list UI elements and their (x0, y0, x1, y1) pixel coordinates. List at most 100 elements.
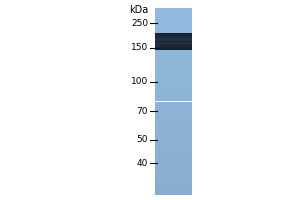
Bar (155, 120, 192, 122)
Bar (155, 21, 192, 23)
Bar (155, 39, 192, 40)
Bar (155, 83, 192, 85)
Bar (155, 133, 192, 135)
Bar (155, 35, 192, 36)
Bar (155, 15, 192, 17)
Bar (155, 116, 192, 118)
Bar (155, 115, 192, 116)
Bar (155, 34, 192, 35)
Bar (155, 145, 192, 146)
Bar (155, 44, 192, 45)
Bar (155, 131, 192, 133)
Bar (155, 184, 192, 186)
Bar (155, 92, 192, 94)
Bar (155, 126, 192, 128)
Bar (155, 23, 192, 25)
Bar (155, 41, 192, 42)
Bar (155, 48, 192, 49)
Bar (155, 102, 192, 103)
Bar (155, 96, 192, 98)
Bar (155, 58, 192, 60)
Bar (155, 182, 192, 184)
Bar (155, 139, 192, 141)
Bar (155, 51, 192, 53)
Bar (155, 81, 192, 83)
Bar (155, 180, 192, 182)
Bar (155, 12, 192, 14)
Bar (155, 154, 192, 156)
Bar (155, 79, 192, 81)
Text: 100: 100 (131, 77, 148, 86)
Bar (155, 25, 192, 27)
Bar (155, 77, 192, 79)
Text: kDa: kDa (129, 5, 148, 15)
Bar (155, 171, 192, 173)
Bar (155, 46, 192, 47)
Bar (155, 161, 192, 163)
Bar (155, 174, 192, 176)
Bar (155, 158, 192, 159)
Bar (155, 191, 192, 193)
Bar (155, 176, 192, 178)
Bar (155, 178, 192, 180)
Bar (155, 60, 192, 62)
Bar (155, 109, 192, 111)
Bar (155, 156, 192, 158)
Bar (155, 73, 192, 75)
Text: 70: 70 (136, 107, 148, 116)
Bar (155, 75, 192, 77)
Bar (155, 188, 192, 189)
Bar (155, 53, 192, 55)
Bar (155, 34, 192, 36)
Bar (155, 42, 192, 43)
Bar (155, 113, 192, 115)
Bar (155, 169, 192, 171)
Bar (155, 111, 192, 113)
Bar (155, 29, 192, 30)
Bar (155, 17, 192, 19)
Bar (155, 88, 192, 90)
Bar (155, 143, 192, 145)
Bar (155, 64, 192, 66)
Text: 250: 250 (131, 19, 148, 27)
Bar (155, 55, 192, 57)
Bar (155, 186, 192, 188)
Bar (155, 163, 192, 165)
Bar (155, 36, 192, 38)
Bar (155, 33, 192, 34)
Bar (155, 47, 192, 48)
Bar (155, 32, 192, 34)
Bar (155, 107, 192, 109)
Bar (155, 44, 192, 45)
Bar (155, 57, 192, 58)
Bar (155, 135, 192, 137)
Bar (155, 38, 192, 39)
Bar (155, 42, 192, 44)
Bar (155, 128, 192, 130)
Bar (155, 148, 192, 150)
Bar (155, 37, 192, 38)
Bar (155, 193, 192, 195)
Bar (155, 27, 192, 29)
Bar (155, 124, 192, 126)
Bar (155, 40, 192, 41)
Bar (155, 68, 192, 70)
Bar (155, 45, 192, 46)
Bar (155, 19, 192, 21)
Bar (155, 141, 192, 143)
Bar (155, 49, 192, 50)
Bar (155, 173, 192, 174)
Bar (155, 47, 192, 49)
Bar (155, 36, 192, 37)
Bar (155, 167, 192, 169)
Bar (155, 10, 192, 12)
Bar (155, 98, 192, 100)
Bar (155, 66, 192, 68)
Text: 150: 150 (131, 44, 148, 52)
Bar (155, 152, 192, 154)
Bar (155, 45, 192, 47)
Bar (155, 122, 192, 124)
Bar (155, 87, 192, 88)
Bar (155, 189, 192, 191)
Bar (155, 137, 192, 139)
